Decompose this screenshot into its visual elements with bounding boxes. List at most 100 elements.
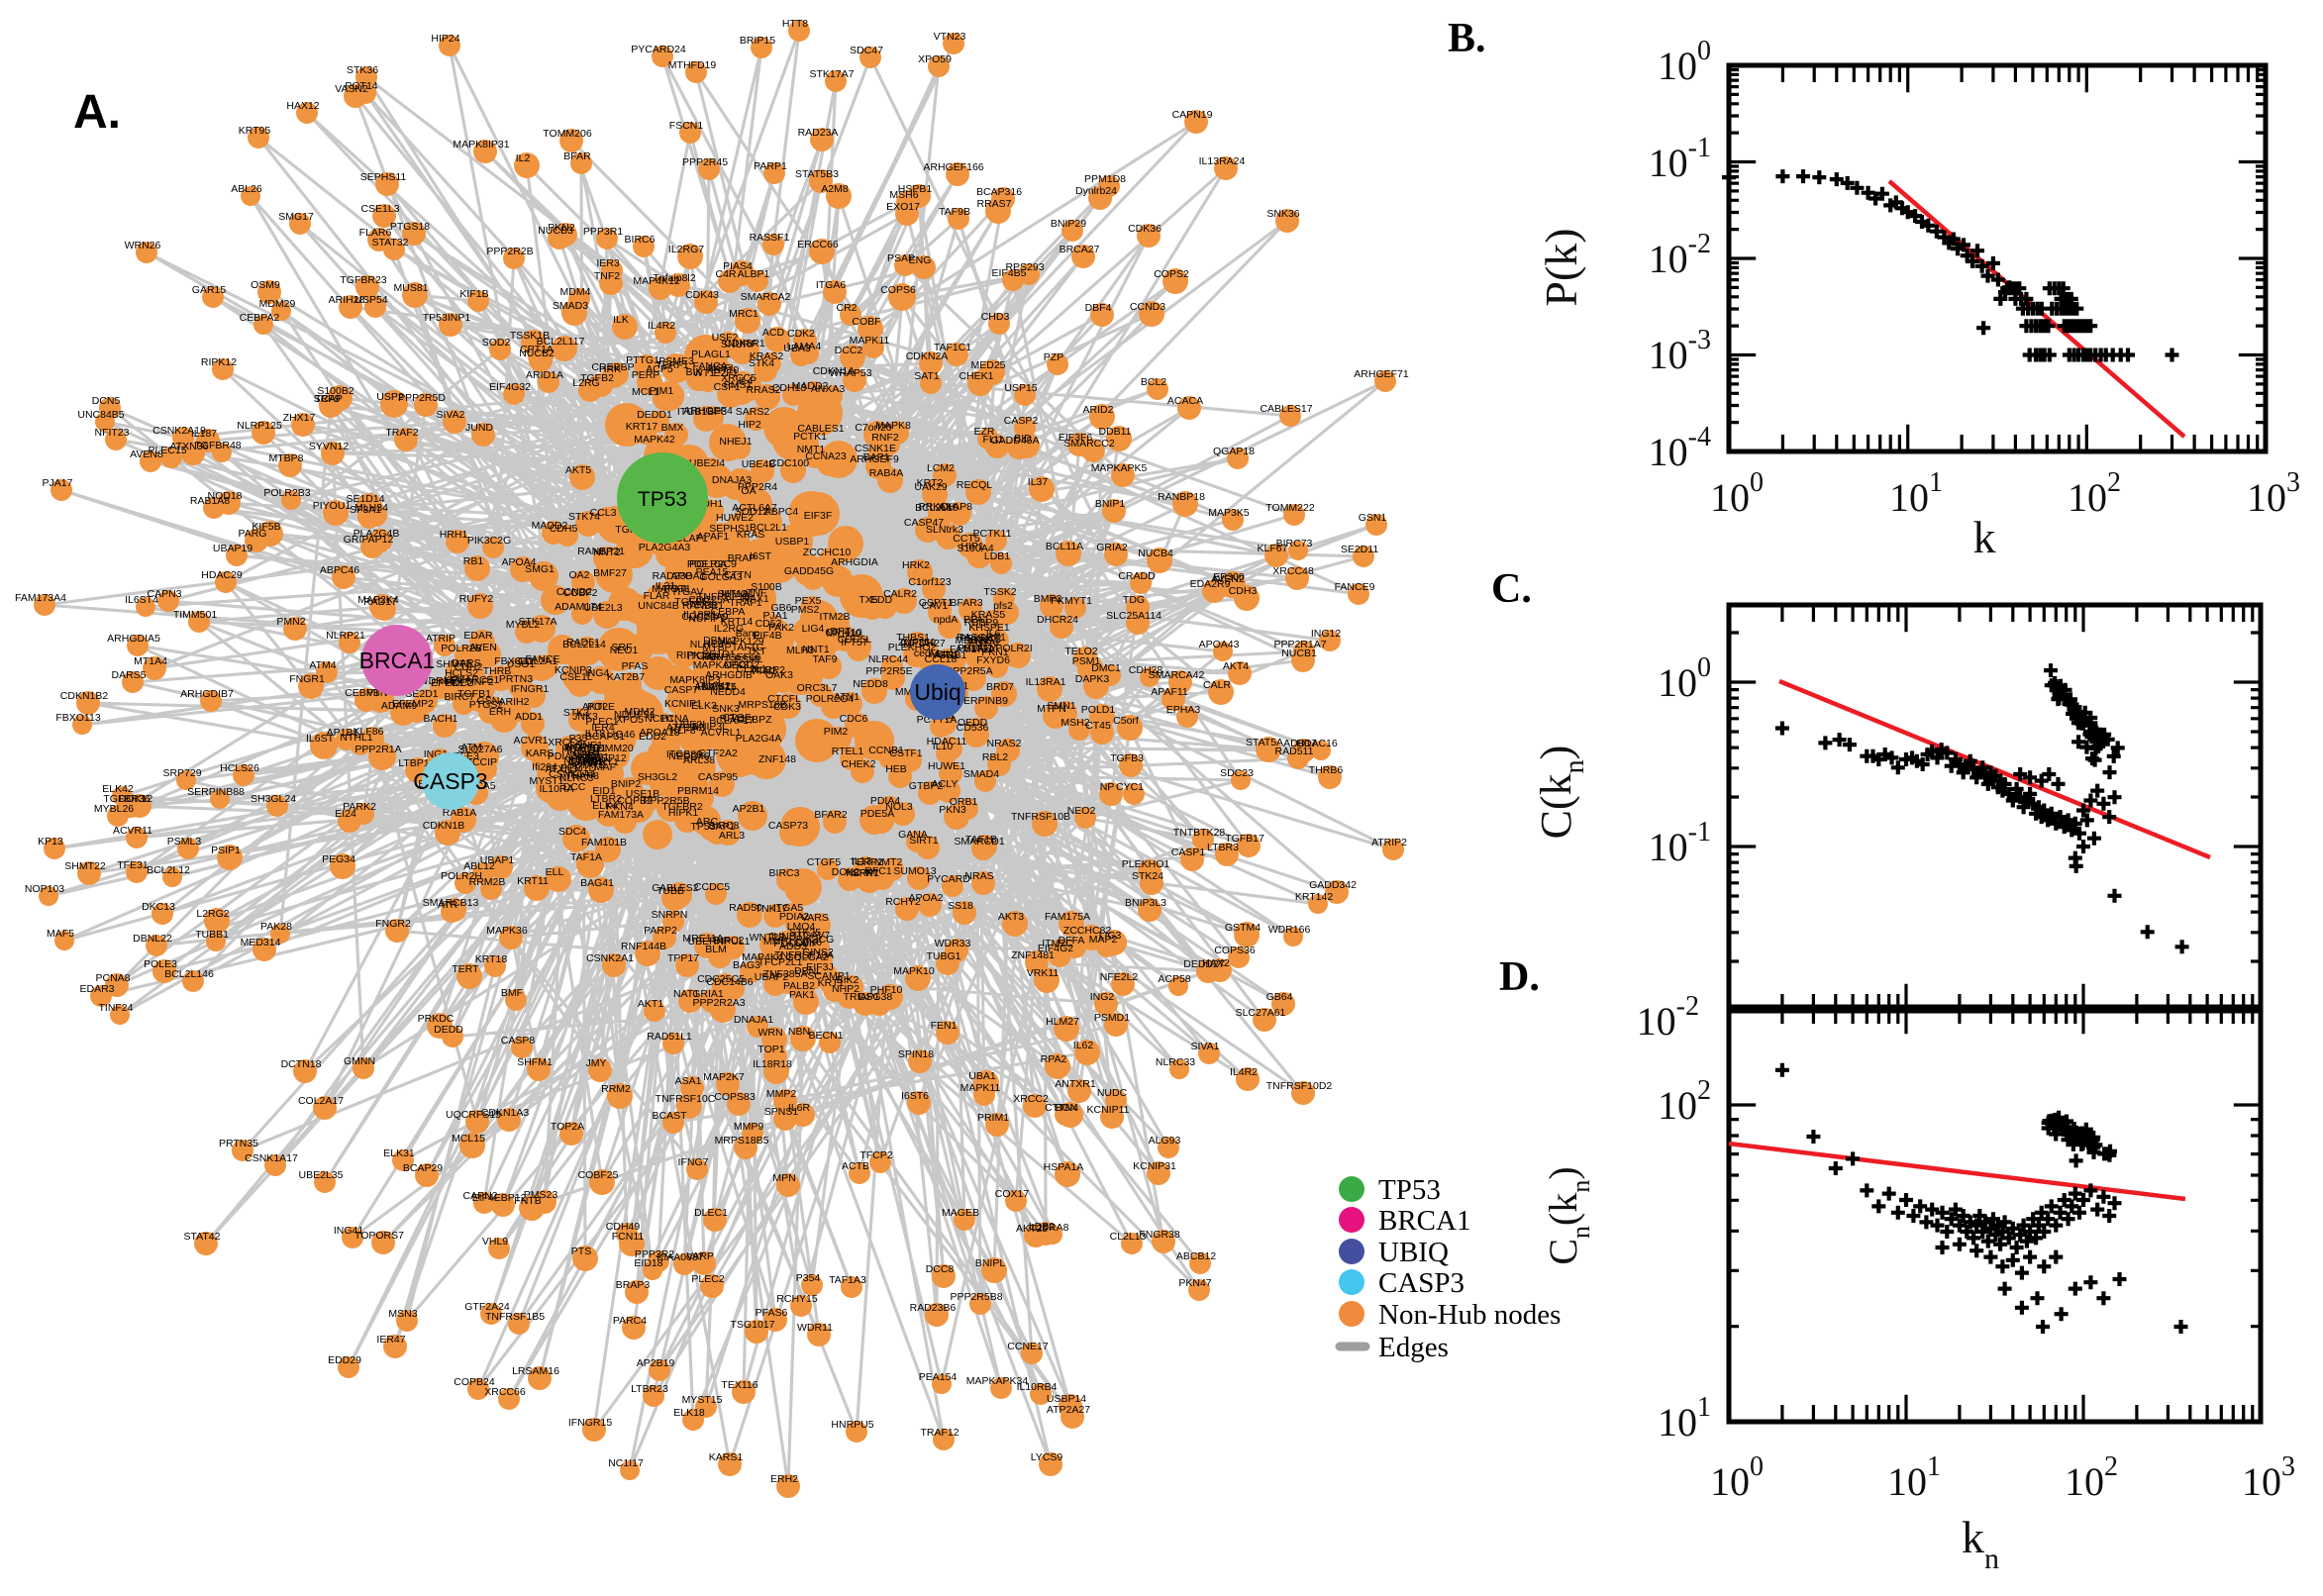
- svg-text:ARID2: ARID2: [1083, 404, 1114, 416]
- svg-text:RANBP21: RANBP21: [577, 546, 625, 557]
- svg-text:COPS2: COPS2: [1154, 268, 1189, 280]
- svg-text:FANCE9: FANCE9: [1335, 581, 1375, 593]
- svg-text:PFAS: PFAS: [622, 660, 649, 672]
- svg-text:TIMM501: TIMM501: [173, 609, 218, 621]
- svg-text:PAK1: PAK1: [789, 989, 815, 1001]
- svg-text:WRAP53: WRAP53: [829, 367, 871, 379]
- svg-text:BCLAF17: BCLAF17: [709, 715, 755, 727]
- svg-text:GMNN: GMNN: [344, 1055, 375, 1067]
- svg-text:VHL9: VHL9: [482, 1236, 508, 1247]
- svg-text:MAPK4: MAPK4: [652, 583, 687, 595]
- svg-text:KRT17: KRT17: [626, 421, 658, 433]
- svg-text:TOMM20: TOMM20: [590, 743, 634, 754]
- svg-text:TSG1017: TSG1017: [731, 1319, 775, 1331]
- svg-text:MAP4K12: MAP4K12: [633, 275, 679, 287]
- svg-text:ATM4: ATM4: [309, 659, 336, 671]
- svg-text:BCL2L117: BCL2L117: [537, 336, 585, 348]
- svg-text:MCL15: MCL15: [452, 1133, 485, 1145]
- svg-text:IL6R: IL6R: [788, 1102, 811, 1114]
- svg-text:IL18R1: IL18R1: [683, 609, 717, 621]
- svg-text:IMPDH27: IMPDH27: [900, 638, 946, 649]
- svg-text:MAPK11: MAPK11: [850, 335, 890, 347]
- svg-text:BCAP31: BCAP31: [585, 731, 625, 743]
- svg-text:BLM: BLM: [705, 944, 727, 955]
- svg-text:P35: P35: [569, 733, 588, 745]
- svg-text:ACVR1: ACVR1: [513, 735, 548, 747]
- svg-text:THBS1: THBS1: [896, 632, 930, 644]
- svg-text:PKN3: PKN3: [939, 804, 966, 816]
- svg-text:CDK36: CDK36: [1128, 223, 1162, 235]
- svg-text:NFIT23: NFIT23: [94, 427, 129, 439]
- svg-text:EFEMP2: EFEMP2: [392, 698, 434, 710]
- svg-text:KRAS: KRAS: [737, 529, 765, 541]
- svg-text:CCNA23: CCNA23: [805, 450, 847, 462]
- svg-text:MRPS18B5: MRPS18B5: [715, 1135, 769, 1147]
- svg-text:IL2RG7: IL2RG7: [668, 244, 704, 255]
- svg-text:SMARCA2: SMARCA2: [741, 291, 791, 303]
- svg-text:CCL18: CCL18: [925, 653, 958, 665]
- svg-text:NLRP125: NLRP125: [237, 420, 282, 432]
- svg-text:IL13RA24: IL13RA24: [1199, 155, 1246, 167]
- svg-text:TELO2: TELO2: [1064, 646, 1097, 657]
- svg-text:MMP2: MMP2: [766, 1088, 796, 1100]
- svg-text:MRPS18B: MRPS18B: [738, 699, 786, 711]
- svg-text:DCC: DCC: [563, 781, 586, 793]
- svg-text:CPT1A: CPT1A: [520, 344, 554, 355]
- svg-text:NFE2L2: NFE2L2: [1100, 971, 1139, 983]
- svg-text:SE1D1: SE1D1: [702, 648, 735, 660]
- svg-text:SE2D11: SE2D11: [1341, 544, 1378, 555]
- svg-text:Ubiq: Ubiq: [914, 679, 960, 705]
- svg-text:CASP47: CASP47: [904, 517, 944, 529]
- svg-text:ERH2: ERH2: [770, 1473, 798, 1485]
- svg-text:GB6: GB6: [770, 602, 791, 614]
- svg-text:RECQL: RECQL: [957, 479, 992, 491]
- svg-text:FBXO11: FBXO11: [494, 655, 534, 667]
- svg-text:HAX12: HAX12: [286, 100, 319, 112]
- svg-text:ASA1: ASA1: [675, 1075, 702, 1087]
- svg-text:ELK42: ELK42: [102, 783, 134, 795]
- svg-text:CASP3: CASP3: [1378, 1267, 1464, 1299]
- svg-text:ING2: ING2: [1090, 991, 1115, 1003]
- svg-text:NOP103: NOP103: [25, 883, 64, 895]
- svg-text:POLR2I: POLR2I: [995, 643, 1032, 654]
- svg-text:UBE2L3: UBE2L3: [583, 602, 622, 614]
- svg-text:PCTK1: PCTK1: [793, 431, 827, 443]
- svg-text:B.: B.: [1448, 16, 1486, 61]
- svg-text:LYCS9: LYCS9: [1031, 1451, 1063, 1463]
- svg-text:ACVR11: ACVR11: [113, 825, 152, 837]
- svg-text:KAT2B7: KAT2B7: [607, 671, 645, 683]
- svg-text:USBP1: USBP1: [775, 536, 810, 548]
- svg-text:FBXO113: FBXO113: [55, 712, 100, 724]
- svg-text:CD53: CD53: [756, 618, 782, 630]
- svg-text:TOP2A: TOP2A: [551, 1121, 584, 1133]
- svg-text:EDA2R9: EDA2R9: [1190, 578, 1231, 590]
- svg-text:CAPN1: CAPN1: [568, 756, 603, 768]
- svg-text:ANTXR1: ANTXR1: [1055, 1078, 1096, 1090]
- svg-text:CAPN19: CAPN19: [1172, 109, 1213, 121]
- svg-text:WRN: WRN: [758, 1027, 782, 1039]
- svg-text:GSN: GSN: [477, 695, 500, 707]
- svg-text:IL6ST4: IL6ST4: [125, 594, 158, 606]
- svg-text:MTBP: MTBP: [702, 642, 731, 653]
- svg-text:CDC6: CDC6: [840, 713, 868, 725]
- svg-text:MPN: MPN: [772, 1172, 795, 1184]
- svg-text:POLR2B3: POLR2B3: [263, 487, 310, 499]
- svg-text:CRADD: CRADD: [1118, 570, 1156, 582]
- svg-text:NUCB2: NUCB2: [519, 348, 555, 359]
- svg-text:CSNK1A17: CSNK1A17: [245, 1152, 298, 1164]
- svg-text:ADD17: ADD17: [1283, 738, 1317, 749]
- svg-text:NEDD8: NEDD8: [853, 678, 888, 690]
- svg-text:ADAM17: ADAM17: [694, 681, 736, 693]
- svg-text:L2RG: L2RG: [572, 377, 599, 389]
- svg-text:ABL12: ABL12: [463, 860, 495, 872]
- svg-text:PFAS6: PFAS6: [756, 1307, 788, 1319]
- svg-text:CSE1L: CSE1L: [559, 671, 592, 683]
- svg-text:TNFRSF10B: TNFRSF10B: [1011, 811, 1070, 823]
- svg-text:HSPB1: HSPB1: [898, 183, 933, 195]
- svg-text:MT1A4: MT1A4: [134, 655, 167, 667]
- svg-text:CCND3: CCND3: [1130, 301, 1165, 313]
- svg-text:IFT57: IFT57: [841, 637, 868, 648]
- svg-text:HDAC11: HDAC11: [927, 736, 967, 748]
- svg-text:JUND: JUND: [465, 422, 493, 434]
- svg-text:CDKN1A: CDKN1A: [813, 365, 856, 377]
